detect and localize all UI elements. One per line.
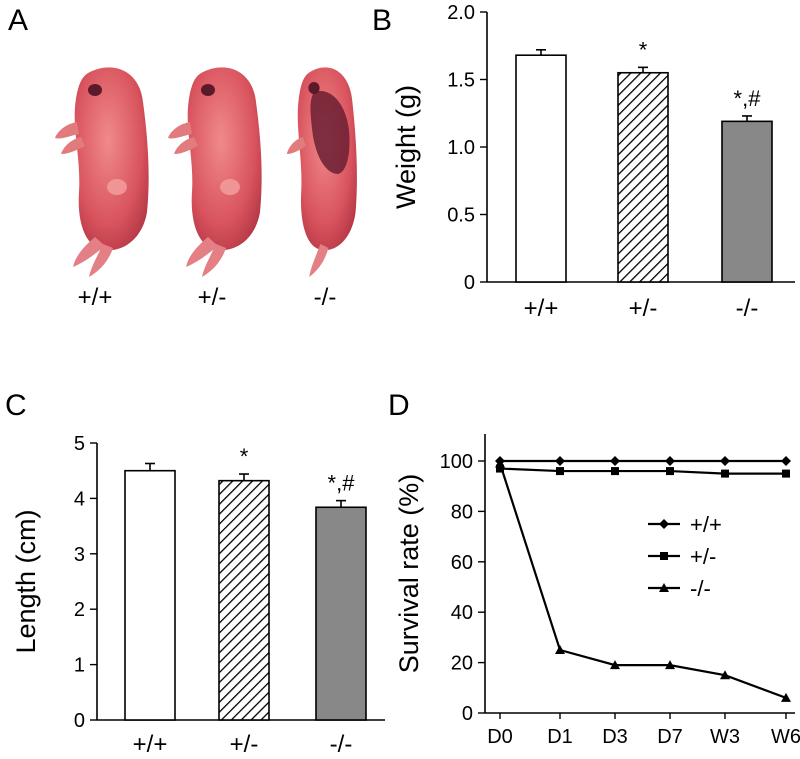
y-tick-label: 0 (464, 272, 475, 294)
data-point-marker (665, 660, 675, 670)
panel-b: B 0 0.5 1.0 1.5 2.0 Weight (g) +/+ * +/- *,# -/- (372, 2, 795, 322)
x-category-label: +/- (629, 295, 658, 322)
pup-wildtype-image (55, 67, 149, 278)
legend-label: +/+ (690, 512, 722, 537)
data-point-marker (781, 456, 791, 466)
y-tick-label: 2.0 (447, 2, 475, 24)
data-point-marker (610, 456, 620, 466)
y-tick-label: 20 (451, 653, 473, 675)
bar (124, 469, 176, 721)
data-point-marker (610, 660, 620, 670)
x-category-label: -/- (330, 731, 353, 758)
x-tick-label: D3 (602, 726, 628, 748)
bar (721, 120, 773, 283)
significance-label: *,# (328, 471, 356, 496)
bar (515, 54, 567, 283)
data-point-marker (555, 456, 565, 466)
significance-label: * (240, 444, 249, 469)
y-tick-label: 80 (451, 501, 473, 523)
panel-letter-d: D (388, 389, 410, 422)
pup-heterozygous-image (168, 67, 262, 278)
pup-label-heterozygous: +/- (198, 284, 227, 311)
y-tick-label: 40 (451, 602, 473, 624)
data-point-marker (496, 464, 504, 473)
y-tick-label: 60 (451, 552, 473, 574)
data-point-marker (665, 456, 675, 466)
x-category-label: +/- (230, 731, 259, 758)
data-point-marker (555, 645, 565, 654)
data-point-marker (781, 692, 791, 702)
panel-letter-a: A (8, 4, 28, 37)
pup-label-wildtype: +/+ (78, 284, 113, 311)
panel-letter-c: C (5, 389, 27, 422)
legend-marker (659, 583, 669, 592)
x-tick-label: D0 (487, 726, 513, 748)
y-tick-label: 3 (74, 544, 85, 566)
panel-letter-b: B (372, 4, 392, 37)
data-point-marker (495, 458, 505, 468)
significance-label: * (639, 37, 648, 62)
x-category-label: +/+ (524, 295, 559, 322)
x-tick-label: W6 (771, 726, 800, 748)
y-tick-label: 5 (74, 433, 85, 455)
pup-label-knockout: -/- (314, 284, 337, 311)
data-point-marker (782, 469, 790, 478)
x-tick-label: D7 (657, 726, 683, 748)
bar (315, 506, 367, 721)
x-category-label: -/- (736, 295, 759, 322)
series-line (499, 467, 786, 475)
legend-marker (660, 552, 668, 560)
significance-label: *,# (734, 86, 762, 111)
y-tick-label: 2 (74, 599, 85, 621)
y-tick-label: 4 (74, 488, 85, 510)
y-axis-title: Weight (g) (391, 85, 421, 209)
panel-d: D 0 20 40 60 80 100 D0 D1 D3 D7 W3 W6 Survival rate … (388, 389, 800, 748)
x-tick-label: W3 (710, 726, 740, 748)
y-tick-label: 0.5 (447, 205, 475, 227)
legend-label: +/- (690, 544, 716, 569)
survival-line-chart: 0 20 40 60 80 100 D0 D1 D3 D7 W3 W6 Survival rate (%… (394, 434, 800, 748)
data-point-marker (720, 670, 730, 680)
bar (218, 479, 270, 721)
y-tick-label: 1 (74, 655, 85, 677)
panel-c: C 0 1 2 3 4 5 Length (cm) +/+ * +/- *,# -/- (5, 389, 385, 758)
x-tick-label: D1 (547, 726, 573, 748)
weight-bar-chart: 0 0.5 1.0 1.5 2.0 Weight (g) +/+ * +/- *,# -/- (391, 2, 795, 322)
data-point-marker (556, 467, 564, 476)
y-tick-label: 1.0 (447, 137, 475, 159)
y-tick-label: 100 (440, 451, 473, 473)
series-line (498, 463, 787, 699)
y-tick-label: 0 (462, 703, 473, 725)
pup-knockout-image (286, 67, 357, 277)
y-tick-label: 1.5 (447, 70, 475, 92)
y-tick-label: 0 (74, 710, 85, 732)
data-point-marker (666, 467, 674, 476)
x-category-label: +/+ (133, 731, 168, 758)
panel-a: A +/+ +/- -/- (8, 4, 357, 311)
legend-marker (659, 519, 669, 529)
data-point-marker (611, 467, 619, 476)
data-point-marker (721, 469, 729, 478)
length-bar-chart: 0 1 2 3 4 5 Length (cm) +/+ * +/- *,# -/- (11, 433, 385, 758)
y-axis-title: Length (cm) (11, 509, 41, 653)
legend-label: -/- (690, 576, 711, 601)
bar (617, 71, 669, 283)
data-point-marker (720, 456, 730, 466)
y-axis-title: Survival rate (%) (394, 474, 424, 674)
